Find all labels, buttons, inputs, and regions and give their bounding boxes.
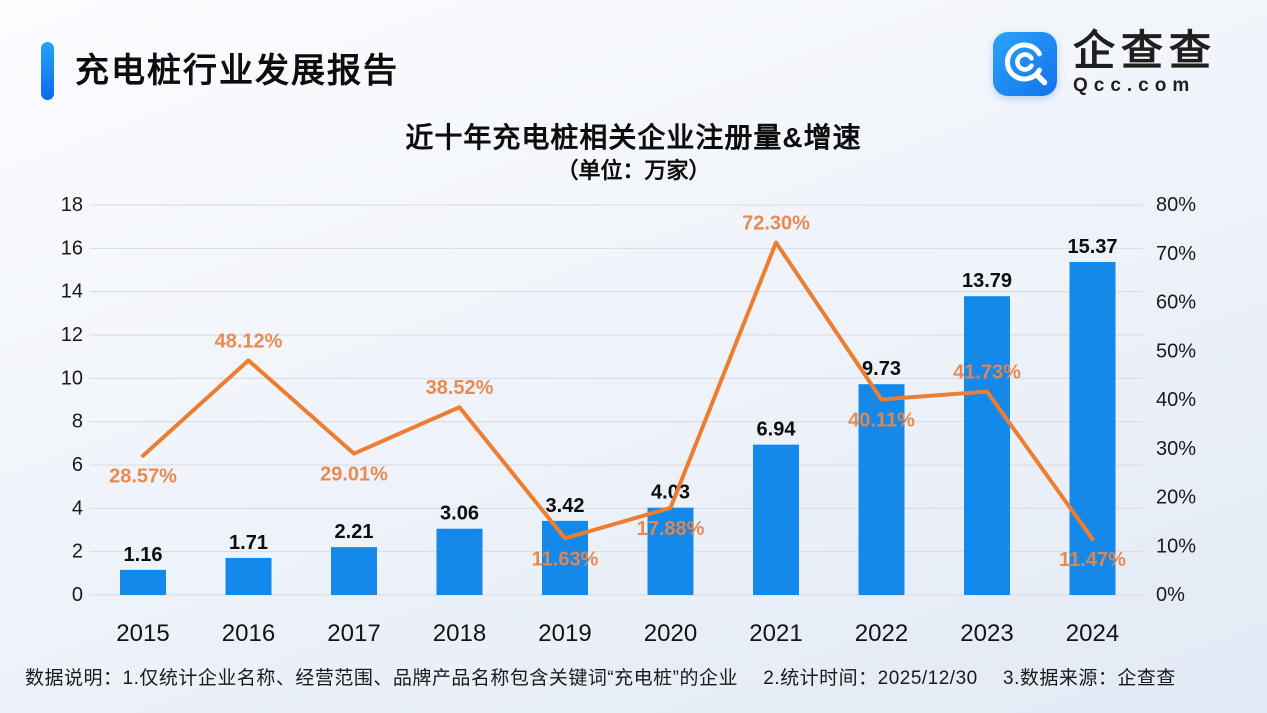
qcc-logo: 企查查 Qcc.com [992, 30, 1217, 97]
right-axis-tick: 0% [1156, 584, 1185, 606]
qcc-logo-text: 企查查 Qcc.com [1073, 30, 1217, 97]
line-value-label: 40.11% [848, 409, 915, 431]
left-axis-tick: 6 [72, 454, 83, 476]
bar [858, 384, 905, 595]
left-axis-tick: 16 [61, 237, 83, 259]
bar [753, 444, 799, 595]
chart-subtitle: （单位：万家） [556, 158, 711, 183]
data-notes: 数据说明：1.仅统计企业名称、经营范围、品牌产品名称包含关键词“充电桩”的企业 … [25, 668, 1176, 689]
bar [436, 528, 483, 595]
title-accent-bar [41, 42, 54, 100]
bar-value-label: 15.37 [1067, 236, 1117, 258]
bar-value-label: 1.71 [229, 532, 268, 554]
x-axis-label: 2019 [538, 620, 591, 647]
right-axis-tick: 50% [1156, 340, 1196, 362]
x-axis-label: 2023 [960, 620, 1013, 647]
bar [1069, 261, 1116, 595]
x-axis-label: 2022 [855, 620, 908, 647]
right-axis-tick: 40% [1156, 389, 1196, 411]
x-axis-label: 2024 [1066, 620, 1119, 647]
bar [964, 296, 1010, 595]
bar-value-label: 9.73 [862, 358, 901, 380]
left-axis-tick: 12 [61, 324, 83, 346]
qcc-magnifier-icon [992, 31, 1057, 96]
x-axis-label: 2017 [327, 620, 380, 647]
line-value-label: 48.12% [215, 330, 283, 352]
x-axis-label: 2018 [433, 620, 486, 647]
right-axis-tick: 10% [1156, 535, 1196, 557]
right-axis-tick: 80% [1156, 194, 1196, 216]
logo-brand-text: 企查查 [1072, 27, 1217, 74]
bar-value-label: 3.06 [440, 503, 479, 525]
bar-value-label: 3.42 [546, 495, 585, 517]
bar [225, 557, 272, 595]
line-value-label: 38.52% [426, 377, 494, 399]
x-axis-label: 2021 [749, 620, 802, 647]
line-value-label: 11.47% [1059, 549, 1126, 571]
logo-domain-text: Qcc.com [1072, 75, 1196, 96]
left-axis-tick: 18 [61, 194, 83, 216]
line-value-label: 29.01% [320, 464, 388, 486]
left-axis-tick: 2 [72, 541, 83, 563]
bar [331, 547, 377, 595]
bar-value-label: 4.03 [651, 482, 690, 504]
chart-title: 近十年充电桩相关企业注册量&增速 [405, 122, 862, 153]
right-axis-tick: 30% [1156, 438, 1196, 460]
line-value-label: 11.63% [532, 548, 599, 570]
bar [647, 507, 694, 595]
bar [120, 569, 166, 595]
left-axis-tick: 0 [72, 584, 83, 606]
x-axis-label: 2016 [222, 620, 275, 647]
line-value-label: 17.88% [637, 518, 705, 540]
bar-value-label: 1.16 [124, 544, 163, 566]
right-axis-tick: 70% [1156, 243, 1196, 265]
line-value-label: 41.73% [953, 362, 1021, 384]
left-axis-tick: 10 [61, 367, 83, 389]
report-title: 充电桩行业发展报告 [75, 52, 399, 90]
left-axis-tick: 8 [72, 411, 83, 433]
line-value-label: 28.57% [109, 466, 177, 488]
x-axis-label: 2020 [644, 620, 697, 647]
bar-value-label: 2.21 [335, 521, 374, 543]
bar-value-label: 13.79 [962, 270, 1012, 292]
x-axis-label: 2015 [116, 620, 169, 647]
left-axis-tick: 14 [61, 281, 83, 303]
right-axis-tick: 60% [1156, 292, 1196, 314]
bar-value-label: 6.94 [757, 419, 797, 441]
left-axis-tick: 4 [72, 497, 83, 519]
right-axis-tick: 20% [1156, 487, 1196, 509]
growth-line [141, 240, 1095, 542]
line-value-label: 72.30% [742, 213, 810, 235]
